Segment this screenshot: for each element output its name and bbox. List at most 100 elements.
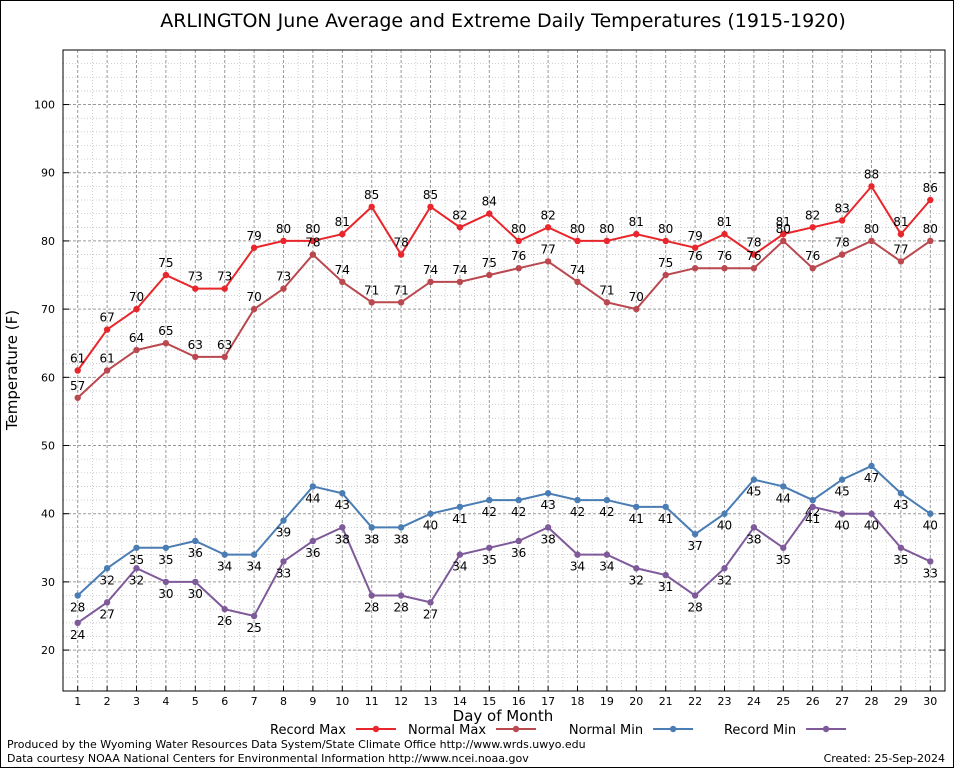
data-label-normal-min: 47 — [864, 471, 879, 485]
data-label-normal-max: 70 — [629, 290, 644, 304]
data-label-normal-min: 37 — [687, 539, 702, 553]
data-label-record-max: 70 — [129, 290, 144, 304]
data-label-record-min: 36 — [305, 546, 320, 560]
legend-label: Normal Min — [569, 723, 643, 738]
x-tick-label: 6 — [221, 695, 228, 708]
data-label-normal-max: 64 — [129, 331, 144, 345]
x-tick-label: 27 — [835, 695, 849, 708]
data-label-record-min: 41 — [805, 512, 820, 526]
legend-swatch-marker — [512, 725, 520, 733]
data-label-record-max: 81 — [629, 215, 644, 229]
legend-item-normal-min: Normal Min — [569, 723, 694, 738]
y-tick-label: 50 — [41, 440, 55, 453]
y-axis-label: Temperature (F) — [3, 310, 21, 431]
x-tick-label: 17 — [541, 695, 555, 708]
data-label-normal-max: 76 — [746, 249, 761, 263]
data-point-normal-min — [250, 551, 258, 558]
data-label-normal-max: 65 — [158, 324, 173, 338]
y-tick-label: 90 — [41, 167, 55, 180]
data-label-record-min: 27 — [423, 607, 438, 621]
series-line-normal-min — [77, 464, 931, 597]
data-point-record-min — [633, 565, 640, 572]
x-tick-label: 21 — [659, 695, 673, 708]
data-point-record-max — [486, 210, 493, 217]
data-point-normal-min — [397, 524, 405, 531]
data-label-record-min: 40 — [834, 519, 849, 533]
data-point-normal-max — [780, 237, 787, 245]
data-label-normal-max: 75 — [658, 256, 673, 270]
x-tick-label: 4 — [162, 695, 169, 708]
data-point-normal-max — [868, 237, 875, 245]
legend-item-record-min: Record Min — [724, 723, 847, 738]
legend-swatch-marker — [822, 725, 830, 733]
legend-label: Normal Max — [408, 723, 486, 738]
data-label-normal-min: 34 — [246, 560, 261, 574]
data-label-normal-max: 80 — [923, 222, 938, 236]
data-point-normal-max — [515, 265, 522, 272]
data-label-record-max: 78 — [746, 236, 761, 250]
data-point-record-min — [544, 524, 552, 531]
data-label-record-min: 32 — [717, 573, 732, 587]
data-point-normal-max — [427, 278, 434, 286]
data-label-normal-min: 35 — [158, 553, 173, 567]
data-label-normal-min: 42 — [570, 505, 585, 519]
data-label-normal-max: 57 — [70, 379, 85, 393]
data-label-normal-min: 39 — [276, 526, 291, 540]
data-label-normal-max: 76 — [511, 249, 526, 263]
series-line-record-max — [76, 184, 932, 372]
x-tick-label: 18 — [571, 695, 585, 708]
legend-swatch-marker — [669, 725, 677, 733]
data-point-normal-max — [574, 278, 581, 286]
data-label-normal-max: 74 — [452, 263, 467, 277]
data-label-normal-min: 38 — [364, 532, 379, 546]
x-tick-label: 22 — [688, 695, 702, 708]
x-tick-label: 29 — [894, 695, 908, 708]
data-label-record-min: 26 — [217, 614, 232, 628]
data-label-record-min: 34 — [570, 560, 585, 574]
footer-courtesy: Data courtesy NOAA National Centers for … — [7, 752, 529, 765]
data-label-normal-min: 45 — [746, 485, 761, 499]
data-label-record-max: 81 — [776, 215, 791, 229]
x-tick-label: 14 — [453, 695, 467, 708]
data-point-normal-min — [103, 565, 111, 572]
data-label-record-max: 82 — [805, 208, 820, 222]
data-point-record-max — [809, 224, 816, 231]
y-tick-label: 100 — [34, 99, 55, 112]
data-point-normal-max — [309, 251, 317, 258]
data-label-record-max: 75 — [158, 256, 173, 270]
data-point-normal-max — [280, 285, 287, 292]
data-label-normal-min: 43 — [893, 498, 908, 512]
data-point-normal-max — [662, 271, 669, 279]
data-point-record-max — [339, 230, 346, 238]
x-tick-label: 28 — [865, 695, 879, 708]
plot-area — [62, 49, 946, 692]
data-label-normal-max: 75 — [482, 256, 497, 270]
data-label-record-min: 30 — [158, 587, 173, 601]
data-point-record-min — [221, 605, 228, 613]
data-label-normal-max: 70 — [246, 290, 261, 304]
data-point-record-min — [368, 592, 375, 599]
data-point-normal-max — [691, 265, 699, 272]
data-point-record-min — [427, 599, 434, 606]
data-point-record-min — [868, 510, 875, 517]
x-tick-label: 19 — [600, 695, 614, 708]
data-label-normal-min: 42 — [599, 505, 614, 519]
y-tick-label: 30 — [41, 576, 55, 589]
data-point-normal-max — [74, 394, 81, 401]
data-point-record-max — [750, 251, 758, 258]
data-label-normal-min: 35 — [129, 553, 144, 567]
data-point-normal-min — [280, 517, 287, 524]
data-label-normal-min: 42 — [511, 505, 526, 519]
data-point-normal-min — [221, 551, 228, 558]
data-point-normal-max — [397, 299, 405, 306]
data-point-normal-max — [339, 278, 346, 286]
data-label-record-min: 30 — [188, 587, 203, 601]
x-tick-label: 8 — [280, 695, 287, 708]
data-label-record-max: 86 — [923, 181, 938, 195]
data-point-record-max — [515, 237, 522, 245]
data-point-record-max — [250, 244, 258, 251]
data-label-normal-min: 34 — [217, 560, 232, 574]
data-point-record-max — [574, 237, 581, 245]
